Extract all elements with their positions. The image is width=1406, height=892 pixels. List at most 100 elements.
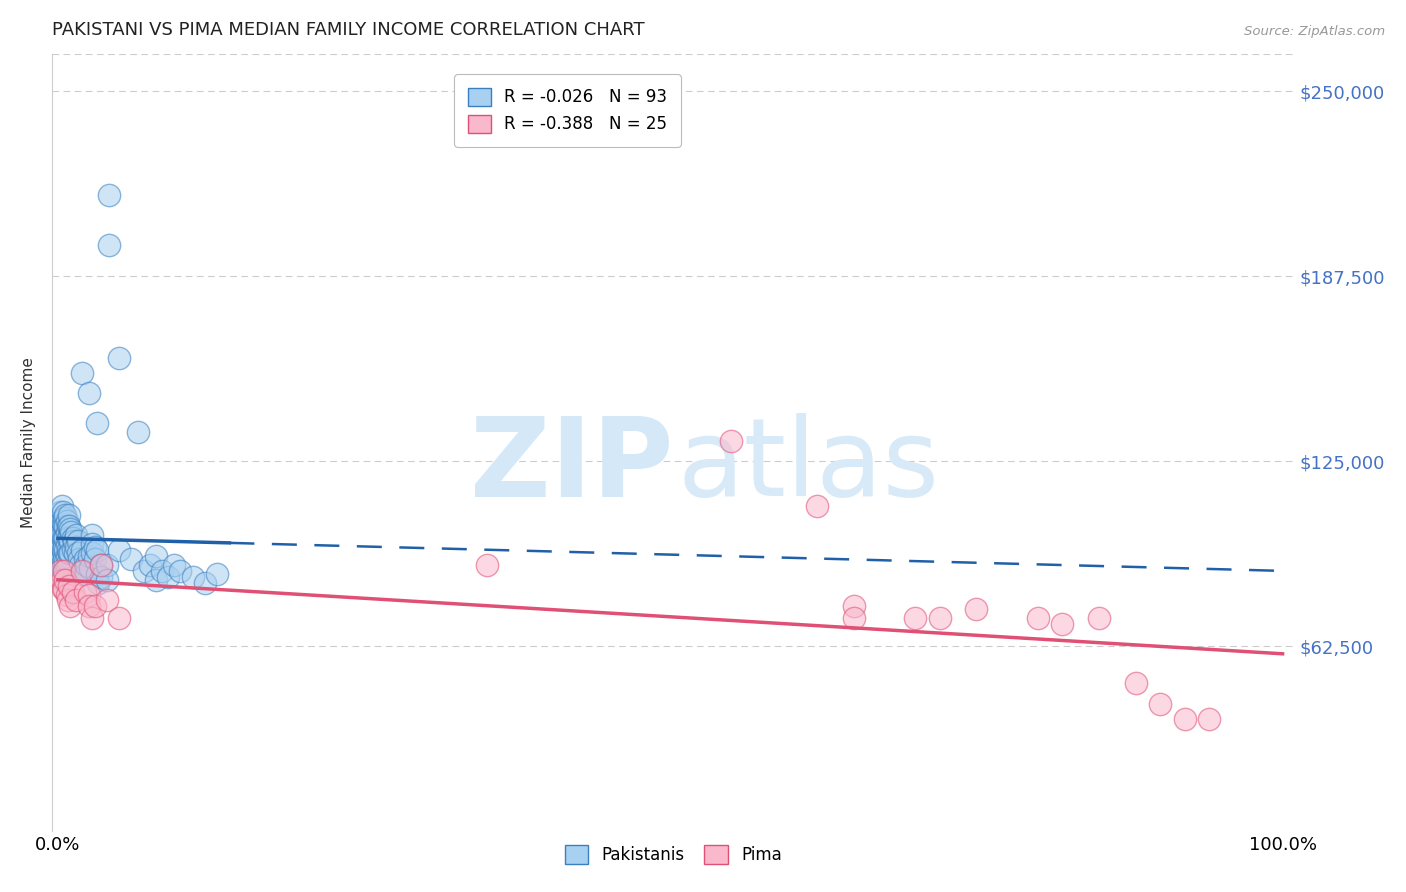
Point bbox=[53, 532, 76, 546]
Point bbox=[49, 552, 72, 566]
Point bbox=[98, 188, 121, 202]
Point bbox=[52, 505, 75, 519]
Point bbox=[90, 558, 112, 572]
Point bbox=[59, 599, 82, 614]
Point bbox=[83, 599, 105, 614]
Point bbox=[77, 588, 100, 602]
Point bbox=[157, 570, 180, 584]
Point bbox=[108, 611, 131, 625]
Point bbox=[58, 579, 80, 593]
Point bbox=[59, 546, 82, 560]
Point bbox=[169, 564, 191, 578]
Point bbox=[127, 425, 149, 439]
Point bbox=[72, 543, 94, 558]
Point bbox=[842, 611, 865, 625]
Point bbox=[52, 566, 75, 581]
Point bbox=[49, 564, 72, 578]
Point bbox=[49, 537, 72, 551]
Point bbox=[53, 519, 76, 533]
Point bbox=[965, 602, 987, 616]
Point bbox=[194, 575, 217, 590]
Point bbox=[53, 552, 76, 566]
Point bbox=[62, 532, 84, 546]
Point bbox=[90, 558, 112, 572]
Point bbox=[75, 558, 97, 572]
Point bbox=[53, 543, 76, 558]
Y-axis label: Median Family Income: Median Family Income bbox=[21, 358, 35, 528]
Point bbox=[90, 570, 112, 584]
Point bbox=[53, 510, 76, 524]
Point bbox=[205, 566, 228, 581]
Point bbox=[55, 549, 77, 563]
Point bbox=[53, 555, 76, 569]
Point bbox=[65, 593, 87, 607]
Point bbox=[58, 546, 80, 560]
Point bbox=[1198, 712, 1220, 726]
Point bbox=[49, 534, 72, 549]
Point bbox=[98, 238, 121, 252]
Point bbox=[49, 505, 72, 519]
Point bbox=[120, 552, 142, 566]
Point bbox=[150, 564, 173, 578]
Point bbox=[108, 543, 131, 558]
Legend: Pakistanis, Pima: Pakistanis, Pima bbox=[551, 832, 796, 878]
Point bbox=[77, 599, 100, 614]
Point bbox=[96, 593, 118, 607]
Point bbox=[72, 564, 94, 578]
Point bbox=[65, 528, 87, 542]
Point bbox=[132, 564, 155, 578]
Point bbox=[52, 555, 75, 569]
Point bbox=[51, 499, 73, 513]
Point bbox=[904, 611, 927, 625]
Point bbox=[55, 561, 77, 575]
Point bbox=[52, 532, 75, 546]
Point bbox=[928, 611, 950, 625]
Point bbox=[73, 584, 96, 599]
Text: Source: ZipAtlas.com: Source: ZipAtlas.com bbox=[1244, 25, 1385, 38]
Point bbox=[77, 549, 100, 563]
Point bbox=[63, 546, 86, 560]
Point bbox=[55, 525, 77, 540]
Point bbox=[73, 552, 96, 566]
Point bbox=[53, 561, 76, 575]
Point bbox=[53, 508, 76, 522]
Point bbox=[842, 599, 865, 614]
Point bbox=[55, 588, 77, 602]
Text: ZIP: ZIP bbox=[470, 413, 673, 520]
Point bbox=[145, 573, 167, 587]
Point bbox=[96, 573, 118, 587]
Point bbox=[70, 566, 93, 581]
Point bbox=[55, 514, 77, 528]
Point bbox=[53, 573, 76, 587]
Point bbox=[51, 528, 73, 542]
Point bbox=[163, 558, 186, 572]
Point bbox=[82, 546, 104, 560]
Point bbox=[720, 434, 742, 448]
Point bbox=[49, 523, 72, 537]
Point bbox=[87, 575, 110, 590]
Point bbox=[53, 532, 76, 546]
Text: PAKISTANI VS PIMA MEDIAN FAMILY INCOME CORRELATION CHART: PAKISTANI VS PIMA MEDIAN FAMILY INCOME C… bbox=[52, 21, 644, 39]
Point bbox=[53, 519, 76, 533]
Point bbox=[63, 534, 86, 549]
Point bbox=[86, 566, 108, 581]
Point bbox=[51, 566, 73, 581]
Point bbox=[181, 570, 204, 584]
Point bbox=[1050, 617, 1073, 632]
Point bbox=[82, 537, 104, 551]
Point bbox=[52, 582, 75, 596]
Point bbox=[82, 528, 104, 542]
Point bbox=[1149, 697, 1171, 711]
Point bbox=[86, 543, 108, 558]
Text: atlas: atlas bbox=[678, 413, 939, 519]
Point bbox=[1026, 611, 1049, 625]
Point bbox=[67, 552, 90, 566]
Point bbox=[59, 523, 82, 537]
Point bbox=[86, 416, 108, 430]
Point bbox=[1174, 712, 1197, 726]
Point bbox=[58, 508, 80, 522]
Point bbox=[48, 514, 70, 528]
Point bbox=[1125, 676, 1147, 690]
Point bbox=[77, 386, 100, 401]
Point bbox=[82, 611, 104, 625]
